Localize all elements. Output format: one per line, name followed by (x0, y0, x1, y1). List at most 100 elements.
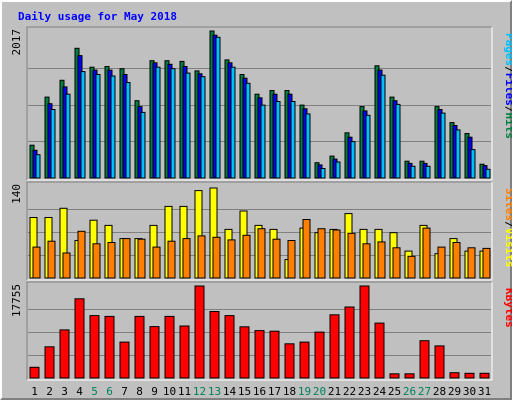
bar-sites-day-17 (272, 238, 281, 279)
x-tick-label: 27 (418, 385, 431, 398)
panel-max-label: 140 (10, 184, 23, 204)
bar-kbytes-day-21 (329, 314, 340, 379)
bar-pages-day-12 (200, 76, 206, 179)
x-tick-label: 2 (46, 385, 53, 398)
bar-kbytes-day-9 (149, 326, 160, 379)
x-tick-label: 7 (121, 385, 128, 398)
bar-pages-day-13 (215, 36, 221, 179)
bar-kbytes-day-14 (224, 315, 235, 379)
bar-sites-day-10 (167, 240, 176, 279)
bar-sites-day-24 (377, 241, 386, 279)
bar-pages-day-7 (125, 82, 131, 179)
x-tick-label: 5 (91, 385, 98, 398)
bar-kbytes-day-19 (299, 341, 310, 379)
bar-pages-day-18 (290, 101, 296, 179)
bar-sites-day-27 (422, 227, 431, 279)
bar-kbytes-day-18 (284, 343, 295, 379)
bar-kbytes-day-22 (344, 306, 355, 379)
x-tick-label: 25 (388, 385, 401, 398)
legend-visits: Visits (503, 228, 512, 268)
x-tick-label: 31 (478, 385, 491, 398)
bar-sites-day-23 (362, 243, 371, 279)
bar-sites-day-16 (257, 228, 266, 279)
bar-pages-day-28 (440, 112, 446, 179)
x-tick-label: 29 (448, 385, 461, 398)
bar-sites-day-5 (92, 243, 101, 279)
legend-sites: Sites (503, 188, 512, 221)
x-tick-label: 26 (403, 385, 416, 398)
bar-sites-day-7 (122, 238, 131, 279)
bar-sites-day-8 (137, 238, 146, 279)
bar-pages-day-9 (155, 66, 161, 179)
x-tick-label: 3 (61, 385, 68, 398)
legend-files: Files (503, 73, 512, 106)
bar-pages-day-21 (335, 161, 341, 179)
x-tick-label: 17 (268, 385, 281, 398)
bar-sites-day-20 (317, 228, 326, 279)
bar-kbytes-day-24 (374, 322, 385, 379)
bar-pages-day-14 (230, 66, 236, 179)
panel-border-shadow (26, 181, 492, 280)
x-tick-label: 28 (433, 385, 446, 398)
bar-kbytes-day-23 (359, 285, 370, 379)
panel-bottom: 17755 KBytes (10, 281, 512, 381)
x-tick-label: 11 (178, 385, 191, 398)
bar-kbytes-day-3 (59, 329, 70, 379)
chart-title: Daily usage for May 2018 (18, 10, 177, 23)
bar-pages-day-30 (470, 149, 476, 179)
x-tick-label: 8 (136, 385, 143, 398)
bar-pages-day-16 (260, 104, 266, 179)
x-tick-label: 22 (343, 385, 356, 398)
bar-pages-day-8 (140, 111, 146, 179)
bar-kbytes-day-7 (119, 341, 130, 379)
bar-kbytes-day-28 (434, 345, 445, 379)
bar-kbytes-day-26 (404, 373, 415, 379)
bar-sites-day-6 (107, 242, 116, 279)
bar-sites-day-21 (332, 229, 341, 279)
bar-pages-day-23 (365, 114, 371, 179)
bar-pages-day-4 (80, 71, 86, 179)
x-tick-label: 20 (313, 385, 326, 398)
bar-sites-day-2 (47, 240, 56, 279)
bar-kbytes-day-10 (164, 315, 175, 379)
bar-sites-day-30 (467, 247, 476, 279)
x-tick-label: 16 (253, 385, 266, 398)
bar-kbytes-day-2 (44, 346, 55, 379)
bar-kbytes-day-13 (209, 311, 220, 379)
x-tick-label: 13 (208, 385, 221, 398)
panel-legend: KBytes (503, 288, 512, 328)
bar-kbytes-day-31 (479, 372, 490, 379)
bar-sites-day-1 (32, 246, 41, 279)
panel-middle: 140 Sites/Visits (10, 181, 512, 281)
bar-kbytes-day-29 (449, 372, 460, 379)
x-tick-label: 14 (223, 385, 237, 398)
bar-sites-day-25 (392, 247, 401, 279)
bar-sites-day-14 (227, 239, 236, 279)
bar-sites-day-26 (407, 255, 416, 279)
bar-kbytes-day-12 (194, 285, 205, 379)
panel-border-shadow (26, 281, 492, 380)
x-tick-label: 21 (328, 385, 341, 398)
panel-top: 2017 Pages/Files/Hits (10, 26, 512, 181)
bar-pages-day-27 (425, 165, 431, 179)
x-tick-label: 30 (463, 385, 476, 398)
bar-kbytes-day-4 (74, 298, 85, 379)
panel-max-label: 2017 (10, 29, 23, 56)
panel-max-label: 17755 (10, 284, 23, 317)
bar-pages-day-2 (50, 109, 56, 179)
bar-kbytes-day-17 (269, 330, 280, 379)
panel-border-shadow (26, 26, 492, 180)
x-tick-label: 4 (76, 385, 83, 398)
bar-pages-day-29 (455, 129, 461, 179)
bar-sites-day-31 (482, 247, 491, 279)
bar-pages-day-25 (395, 103, 401, 179)
legend-pages: Pages (503, 33, 512, 66)
bar-kbytes-day-27 (419, 340, 430, 379)
bar-kbytes-day-11 (179, 325, 190, 379)
bar-pages-day-20 (320, 168, 326, 179)
bar-kbytes-day-6 (104, 315, 115, 379)
legend-hits: Hits (503, 113, 512, 140)
bar-sites-day-9 (152, 246, 161, 279)
panel-legend: Sites/Visits (503, 188, 512, 268)
